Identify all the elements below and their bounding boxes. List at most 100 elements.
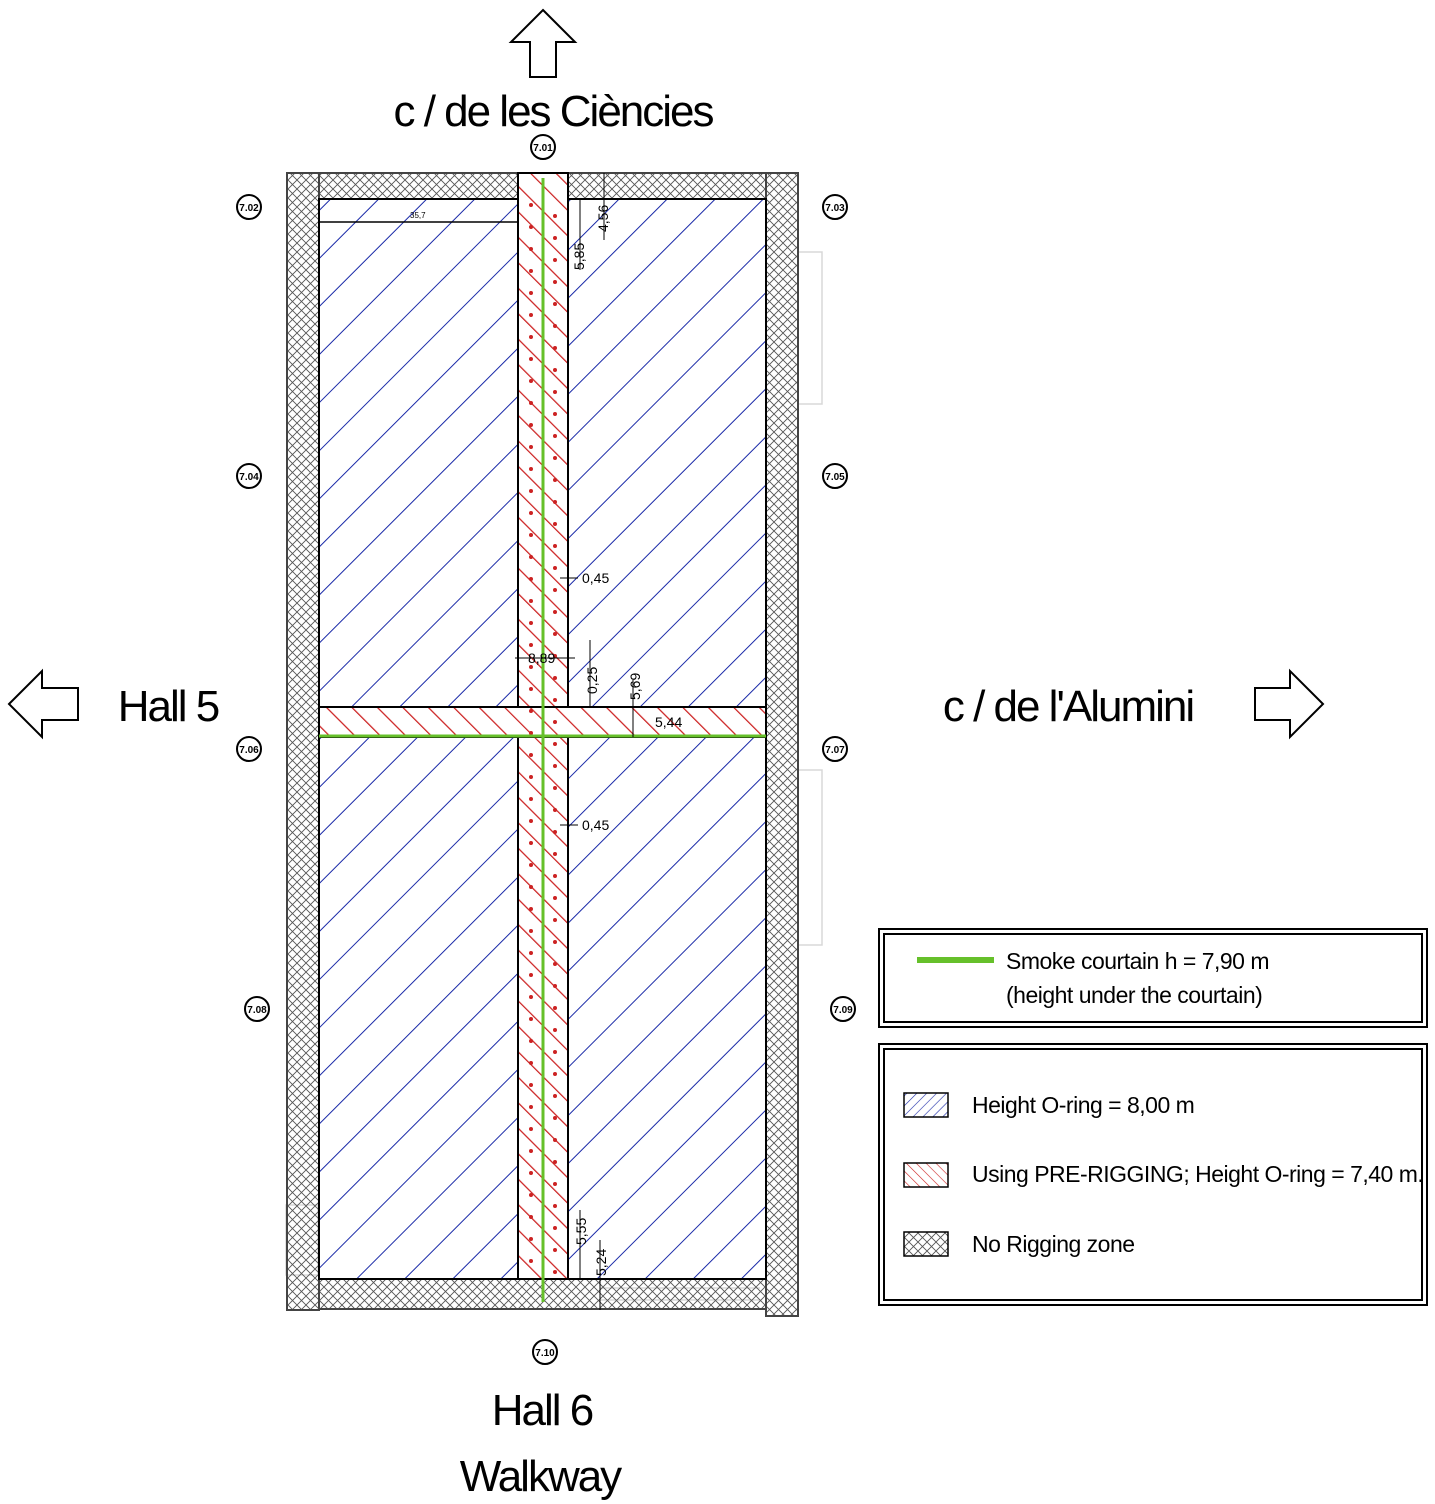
rigging-point-dot xyxy=(553,1072,557,1076)
grid-marker-label: 7.01 xyxy=(533,143,553,154)
rigging-point-dot xyxy=(553,302,557,306)
rigging-point-dot xyxy=(529,225,533,229)
rigging-point-dot xyxy=(529,445,533,449)
north-street-label: c / de les Ciències xyxy=(393,87,713,136)
rigging-point-dot xyxy=(529,973,533,977)
dim-label: 0,45 xyxy=(582,817,609,833)
grid-marker-label: 7.06 xyxy=(239,745,259,756)
grid-marker xyxy=(244,996,270,1022)
rigging-point-dot xyxy=(553,1182,557,1186)
rigging-point-dot xyxy=(553,1094,557,1098)
rigging-point-dot xyxy=(553,258,557,262)
rigging-point-dot xyxy=(529,797,533,801)
rigging-point-dot xyxy=(529,291,533,295)
east-street-label: c / de l'Alumini xyxy=(943,682,1193,731)
rigging-point-dot xyxy=(553,610,557,614)
grid-marker xyxy=(530,134,556,160)
rigging-point-dot xyxy=(553,456,557,460)
rigging-point-dot xyxy=(529,775,533,779)
rigging-point-dot xyxy=(553,1116,557,1120)
dim-label: 5,85 xyxy=(571,243,587,270)
dimension-lines xyxy=(515,173,634,1310)
rigging-point-dot xyxy=(529,357,533,361)
rigging-point-dot xyxy=(529,709,533,713)
grid-marker-label: 7.10 xyxy=(535,1348,555,1359)
rigging-point-dot xyxy=(529,731,533,735)
rigging-point-dot xyxy=(529,1061,533,1065)
oring-8m-zone xyxy=(318,198,767,1280)
rigging-point-dot xyxy=(529,489,533,493)
rigging-point-dot xyxy=(553,478,557,482)
rigging-point-dot xyxy=(529,841,533,845)
rigging-point-dot xyxy=(529,1237,533,1241)
rigging-point-dot xyxy=(553,918,557,922)
rigging-point-dot xyxy=(529,1127,533,1131)
rigging-point-dot xyxy=(529,1215,533,1219)
grid-marker xyxy=(822,194,848,220)
rigging-point-dot xyxy=(529,819,533,823)
dimension-labels: 4,56 5,85 0,45 8,89 0,25 5,69 5,44 0,45 … xyxy=(410,205,682,1276)
legend-smoke-line1: Smoke courtain h = 7,90 m xyxy=(1006,948,1269,974)
rigging-point-dot xyxy=(529,379,533,383)
rigging-point-dot xyxy=(529,555,533,559)
rigging-point-dot xyxy=(553,214,557,218)
dim-label: 5,24 xyxy=(593,1249,609,1276)
rigging-point-dot xyxy=(553,1160,557,1164)
rigging-point-dot xyxy=(529,577,533,581)
rigging-point-dot xyxy=(553,676,557,680)
rigging-point-dot xyxy=(529,533,533,537)
grid-marker xyxy=(236,463,262,489)
rigging-point-dot xyxy=(553,764,557,768)
rigging-point-dot xyxy=(529,1171,533,1175)
rigging-point-dot xyxy=(529,863,533,867)
rigging-point-dot xyxy=(553,808,557,812)
grid-markers xyxy=(236,134,856,1365)
dim-label: 0,45 xyxy=(582,570,609,586)
grid-marker xyxy=(236,736,262,762)
rigging-point-dot xyxy=(553,390,557,394)
rigging-point-dot xyxy=(529,313,533,317)
smoke-curtain xyxy=(319,178,766,1302)
rigging-point-dot xyxy=(553,434,557,438)
legend-zones: Height O-ring = 8,00 m Using PRE-RIGGING… xyxy=(878,1043,1428,1306)
rigging-point-dot xyxy=(529,885,533,889)
grid-marker-label: 7.07 xyxy=(825,745,845,756)
rigging-point-dot xyxy=(529,599,533,603)
rigging-point-dot xyxy=(553,566,557,570)
grid-marker-label: 7.04 xyxy=(239,472,259,483)
rigging-point-dot xyxy=(553,742,557,746)
west-arrow-icon xyxy=(7,668,79,740)
rigging-point-dot xyxy=(529,643,533,647)
cross-hatch-swatch xyxy=(903,1231,949,1257)
rigging-point-dot xyxy=(529,951,533,955)
rigging-point-dot xyxy=(553,368,557,372)
rigging-point-dot xyxy=(553,654,557,658)
rigging-point-dot xyxy=(529,621,533,625)
rigging-point-dot xyxy=(529,203,533,207)
rigging-point-dot xyxy=(529,995,533,999)
rigging-point-dot xyxy=(553,962,557,966)
east-arrow-icon xyxy=(1254,668,1325,740)
rigging-point-dot xyxy=(553,280,557,284)
rigging-point-dot xyxy=(553,1204,557,1208)
rigging-point-dot xyxy=(553,940,557,944)
rigging-point-dot xyxy=(529,929,533,933)
rigging-point-dot xyxy=(529,1193,533,1197)
rigging-point-dot xyxy=(553,786,557,790)
rigging-point-dot xyxy=(553,500,557,504)
rigging-point-dot xyxy=(553,1226,557,1230)
rigging-point-dot xyxy=(553,852,557,856)
blue-hatch-swatch xyxy=(903,1092,949,1118)
grid-marker xyxy=(822,736,848,762)
rigging-point-dot xyxy=(529,665,533,669)
grid-marker xyxy=(236,194,262,220)
rigging-point-dot xyxy=(553,1270,557,1274)
rigging-point-dot xyxy=(529,401,533,405)
rigging-point-dot xyxy=(529,467,533,471)
south-walkway-label: Walkway xyxy=(460,1452,622,1501)
rigging-point-dot xyxy=(553,522,557,526)
rigging-point-dot xyxy=(553,632,557,636)
rigging-point-dot xyxy=(553,236,557,240)
rigging-point-dot xyxy=(529,335,533,339)
